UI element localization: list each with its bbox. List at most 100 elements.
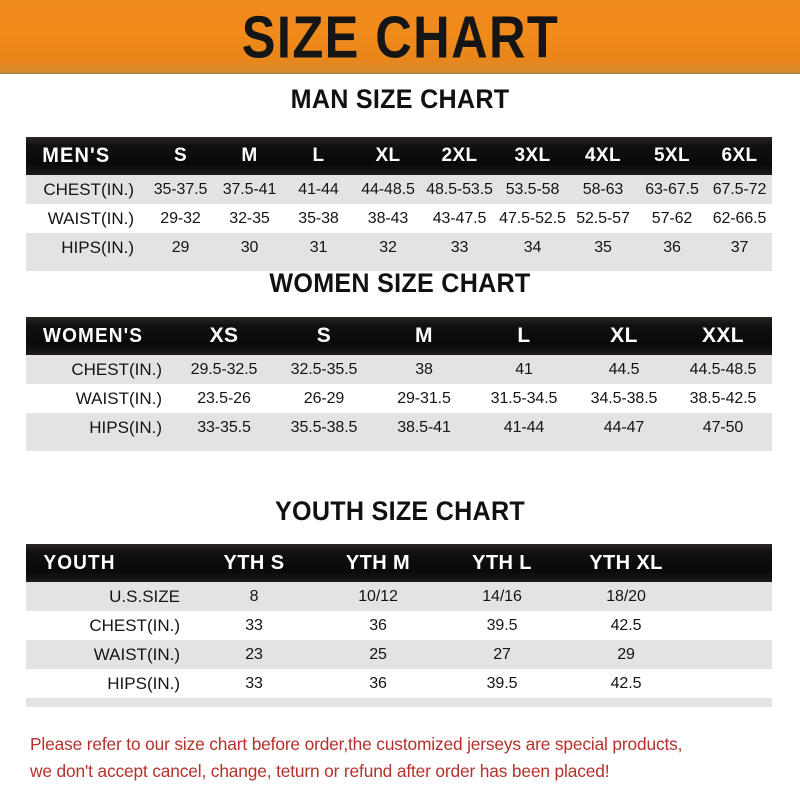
table-header-row: YOUTH YTH S YTH M YTH L YTH XL: [26, 544, 772, 582]
man-table-head: MEN'S S M L XL 2XL 3XL 4XL 5XL 6XL: [26, 137, 772, 175]
table-cell: 31: [284, 233, 353, 262]
table-cell: 30: [215, 233, 284, 262]
youth-table-head: YOUTH YTH S YTH M YTH L YTH XL: [26, 544, 772, 582]
table-header-row: MEN'S S M L XL 2XL 3XL 4XL 5XL 6XL: [26, 137, 772, 175]
table-cell: 38: [374, 355, 474, 384]
table-cell: 44-48.5: [353, 175, 423, 204]
man-col-m: M: [241, 145, 258, 166]
women-table-head: WOMEN'S XS S M L XL XXL: [26, 317, 772, 355]
table-cell: 29.5-32.5: [174, 355, 274, 384]
man-col-4xl: 4XL: [584, 145, 622, 166]
man-table-body: CHEST(IN.) 35-37.5 37.5-41 41-44 44-48.5…: [26, 175, 772, 262]
table-cell: 14/16: [440, 582, 564, 611]
table-cell: 33-35.5: [174, 413, 274, 442]
table-cell: 33: [423, 233, 496, 262]
section-title-youth: YOUTH SIZE CHART: [275, 496, 525, 526]
man-col-l: L: [312, 145, 325, 166]
table-cell: 10/12: [316, 582, 440, 611]
youth-col-l: YTH L: [472, 551, 532, 574]
footer-line-2: we don't accept cancel, change, teturn o…: [30, 761, 610, 781]
women-size-chart: WOMEN'S XS S M L XL XXL CHEST(IN.) 29.5-…: [26, 317, 772, 451]
section-title-man: MAN SIZE CHART: [290, 84, 510, 114]
table-cell: 32.5-35.5: [274, 355, 374, 384]
youth-col-spacer: [688, 544, 772, 582]
man-row-label-hips: HIPS(IN.): [26, 233, 146, 262]
youth-col-s: YTH S: [223, 551, 285, 574]
man-size-chart: MEN'S S M L XL 2XL 3XL 4XL 5XL 6XL CHEST…: [26, 137, 772, 271]
table-cell: 38.5-41: [374, 413, 474, 442]
table-cell: 44.5-48.5: [674, 355, 772, 384]
table-cell: 33: [192, 669, 316, 698]
women-row-label-hips: HIPS(IN.): [26, 413, 174, 442]
table-cell-spacer: [688, 611, 772, 640]
table-cell: 37: [707, 233, 772, 262]
youth-row-label-waist: WAIST(IN.): [26, 640, 192, 669]
table-cell: 43-47.5: [423, 204, 496, 233]
table-cell: 29-31.5: [374, 384, 474, 413]
women-col-xxl: XXL: [701, 324, 745, 347]
table-row: HIPS(IN.) 33-35.5 35.5-38.5 38.5-41 41-4…: [26, 413, 772, 442]
table-cell: 35-37.5: [146, 175, 215, 204]
table-cell: 67.5-72: [707, 175, 772, 204]
table-cell: 29: [146, 233, 215, 262]
table-cell-spacer: [688, 582, 772, 611]
man-row-label-chest: CHEST(IN.): [26, 175, 146, 204]
table-cell: 37.5-41: [215, 175, 284, 204]
table-cell: 47.5-52.5: [496, 204, 569, 233]
youth-row-label-ussize: U.S.SIZE: [26, 582, 192, 611]
table-cell: 36: [316, 669, 440, 698]
table-cell: 58-63: [569, 175, 637, 204]
table-row: HIPS(IN.) 29 30 31 32 33 34 35 36 37: [26, 233, 772, 262]
table-row: WAIST(IN.) 23 25 27 29: [26, 640, 772, 669]
table-cell: 34: [496, 233, 569, 262]
table-cell: 41-44: [284, 175, 353, 204]
youth-row-label-hips: HIPS(IN.): [26, 669, 192, 698]
table-cell: 25: [316, 640, 440, 669]
table-row: WAIST(IN.) 29-32 32-35 35-38 38-43 43-47…: [26, 204, 772, 233]
youth-row-label-chest: CHEST(IN.): [26, 611, 192, 640]
table-cell: 38-43: [353, 204, 423, 233]
women-col-xl: XL: [610, 324, 638, 347]
table-cell: 39.5: [440, 611, 564, 640]
table-cell: 35.5-38.5: [274, 413, 374, 442]
women-col-m: M: [415, 324, 433, 347]
women-row-label-waist: WAIST(IN.): [26, 384, 174, 413]
women-col-l: L: [517, 324, 531, 347]
table-cell: 27: [440, 640, 564, 669]
table-row: CHEST(IN.) 29.5-32.5 32.5-35.5 38 41 44.…: [26, 355, 772, 384]
table-cell: 53.5-58: [496, 175, 569, 204]
table-row: CHEST(IN.) 33 36 39.5 42.5: [26, 611, 772, 640]
table-cell: 62-66.5: [707, 204, 772, 233]
youth-table-body: U.S.SIZE 8 10/12 14/16 18/20 CHEST(IN.) …: [26, 582, 772, 698]
women-table-body: CHEST(IN.) 29.5-32.5 32.5-35.5 38 41 44.…: [26, 355, 772, 442]
table-cell: 23.5-26: [174, 384, 274, 413]
table-cell: 42.5: [564, 669, 688, 698]
footer-line-1: Please refer to our size chart before or…: [30, 734, 683, 754]
table-cell: 42.5: [564, 611, 688, 640]
table-cell: 35: [569, 233, 637, 262]
table-cell: 47-50: [674, 413, 772, 442]
table-bottom-band: [26, 262, 772, 271]
table-cell: 44-47: [574, 413, 674, 442]
footer-disclaimer: Please refer to our size chart before or…: [30, 731, 774, 785]
youth-header-label: YOUTH: [43, 551, 116, 574]
table-cell: 8: [192, 582, 316, 611]
table-cell: 36: [637, 233, 707, 262]
man-col-s: S: [173, 145, 188, 166]
table-cell: 23: [192, 640, 316, 669]
table-cell: 41: [474, 355, 574, 384]
table-row: HIPS(IN.) 33 36 39.5 42.5: [26, 669, 772, 698]
table-cell: 36: [316, 611, 440, 640]
man-col-2xl: 2XL: [441, 145, 478, 166]
youth-col-xl: YTH XL: [589, 551, 663, 574]
section-title-women: WOMEN SIZE CHART: [269, 268, 531, 298]
youth-size-table: YOUTH YTH S YTH M YTH L YTH XL U.S.SIZE …: [26, 544, 772, 698]
table-cell: 18/20: [564, 582, 688, 611]
table-cell: 41-44: [474, 413, 574, 442]
table-cell: 33: [192, 611, 316, 640]
women-row-label-chest: CHEST(IN.): [26, 355, 174, 384]
man-col-5xl: 5XL: [653, 145, 691, 166]
table-cell-spacer: [688, 640, 772, 669]
man-col-xl: XL: [375, 145, 401, 166]
women-header-label: WOMEN'S: [43, 324, 144, 347]
